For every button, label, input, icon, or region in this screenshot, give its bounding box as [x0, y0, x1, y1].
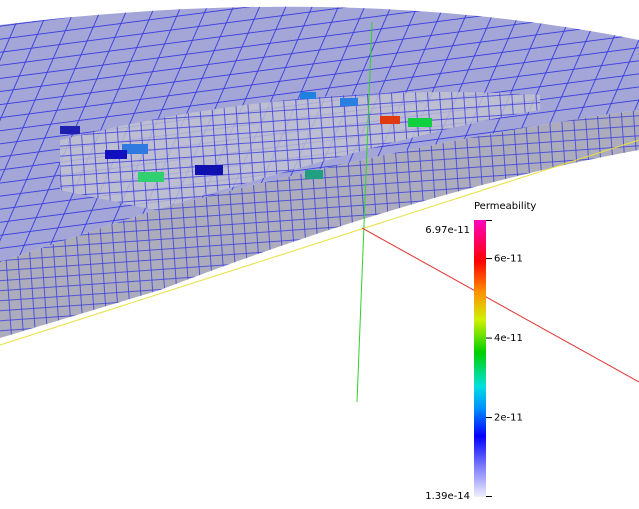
cell	[408, 118, 432, 127]
cell	[305, 170, 323, 179]
max-label: 6.97e-11	[425, 225, 470, 236]
cell	[138, 172, 164, 182]
color-bar	[474, 220, 486, 497]
cell	[122, 144, 148, 154]
front-grid	[0, 110, 639, 338]
min-label: 1.39e-14	[425, 491, 470, 502]
cell	[300, 92, 316, 99]
tick-label: 4e-11	[494, 333, 523, 344]
mesh	[0, 6, 639, 346]
cell	[380, 116, 400, 124]
cell	[195, 165, 223, 175]
tick-label: 2e-11	[494, 413, 523, 424]
legend-title: Permeability	[474, 201, 536, 212]
cell	[60, 126, 80, 134]
axis-z	[356, 21, 373, 403]
axis-y	[0, 139, 639, 346]
cell	[105, 150, 127, 159]
tick-label: 6e-11	[494, 254, 523, 265]
cell	[340, 98, 358, 106]
color-legend: Permeability 6.97e-11 1.39e-14 6e-11 4e-11 2…	[425, 201, 536, 502]
axis-x	[361, 227, 639, 383]
